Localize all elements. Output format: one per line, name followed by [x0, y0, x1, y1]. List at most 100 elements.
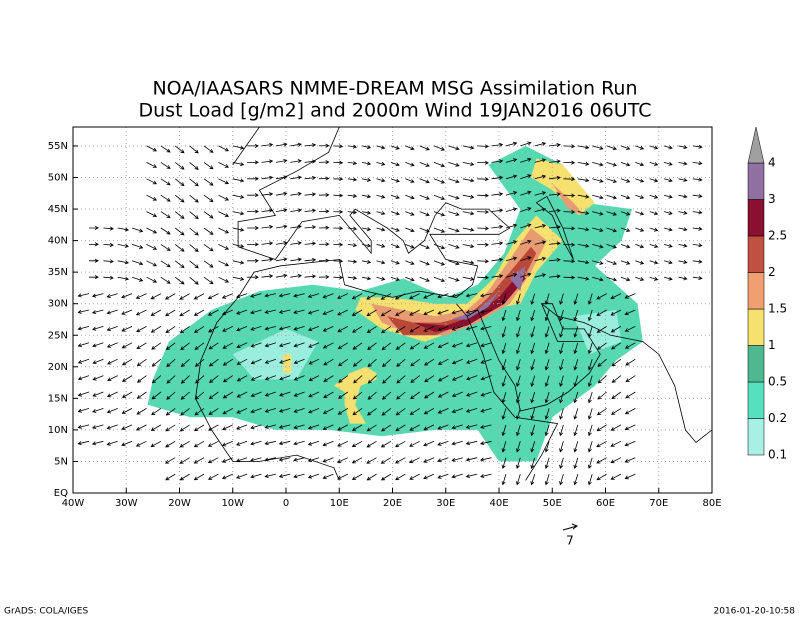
wind-arrow [347, 275, 358, 280]
wind-arrow [77, 309, 90, 314]
wind-arrow [261, 159, 274, 164]
wind-arrow [380, 424, 392, 432]
wind-arrow [423, 408, 435, 415]
wind-arrow [221, 293, 233, 299]
wind-arrow [520, 272, 532, 278]
dust-area [333, 366, 377, 424]
wind-arrow [264, 309, 276, 314]
wind-arrow [180, 358, 190, 368]
wind-arrow [587, 457, 593, 470]
wind-arrow [278, 457, 291, 462]
wind-arrow [250, 375, 262, 381]
wind-arrow [491, 142, 504, 147]
wind-arrow [448, 260, 460, 266]
wind-arrow [692, 177, 703, 182]
lat-label: 10N [48, 425, 68, 436]
wind-arrow [207, 309, 219, 316]
wind-arrow [477, 177, 490, 182]
wind-arrow [437, 457, 449, 463]
wind-arrow [250, 342, 262, 348]
wind-arrow [620, 145, 631, 150]
wind-arrow [382, 358, 392, 368]
wind-arrow [544, 391, 550, 404]
colorbar-label: 1 [768, 338, 776, 352]
wind-arrow [649, 260, 659, 265]
wind-arrow [91, 309, 104, 315]
wind-arrow [338, 358, 349, 367]
wind-arrow [337, 309, 348, 316]
wind-arrow [663, 260, 673, 265]
wind-arrow [448, 276, 460, 282]
wind-arrow [451, 473, 463, 479]
wind-arrow [692, 210, 703, 215]
wind-arrow [236, 424, 248, 430]
wind-arrow [501, 293, 507, 305]
wind-arrow [592, 145, 604, 150]
wind-arrow [405, 178, 415, 183]
wind-arrow [405, 227, 415, 233]
wind-arrow [304, 274, 317, 279]
wind-arrow [293, 293, 305, 298]
wind-arrow [337, 473, 348, 480]
wind-arrow [480, 358, 492, 364]
wind-arrow [351, 309, 363, 316]
wind-arrow [318, 176, 330, 181]
wind-arrow [88, 242, 99, 247]
wind-arrow [189, 211, 199, 220]
wind-arrow [479, 440, 492, 446]
wind-arrow [264, 424, 277, 429]
wind-arrow [520, 239, 532, 245]
wind-arrow [423, 326, 435, 332]
wind-arrow [501, 342, 507, 355]
wind-arrow [635, 211, 645, 216]
wind-arrow [587, 375, 593, 388]
title-line: Dust Load [g/m2] and 2000m Wind 19JAN201… [139, 100, 652, 122]
wind-arrow [390, 244, 400, 249]
wind-arrow [606, 244, 617, 249]
wind-arrow [352, 342, 363, 350]
wind-arrow [451, 424, 463, 430]
wind-arrow [466, 358, 478, 364]
wind-arrow [678, 210, 688, 215]
wind-arrow [480, 391, 492, 397]
wind-arrow [597, 375, 607, 384]
wind-arrow [573, 309, 579, 322]
wind-arrow [423, 309, 435, 316]
wind-arrow [92, 391, 104, 397]
wind-arrow [304, 192, 317, 197]
wind-arrow [573, 359, 579, 371]
wind-arrow [290, 142, 302, 147]
wind-arrow [448, 145, 460, 151]
wind-arrow [151, 391, 162, 400]
wind-arrow [610, 457, 622, 464]
lat-label: 35N [48, 267, 68, 278]
wind-arrow [592, 227, 604, 233]
wind-arrow [624, 424, 636, 431]
wind-arrow [366, 440, 377, 448]
wind-arrow [678, 177, 688, 182]
wind-arrow [222, 342, 233, 349]
wind-arrow [367, 391, 377, 400]
wind-arrow [121, 391, 133, 398]
wind-arrow [409, 293, 420, 300]
wind-arrow [77, 293, 90, 298]
colorbar-swatch [747, 199, 765, 237]
wind-arrow [307, 326, 320, 332]
lon-label: 10W [221, 498, 244, 509]
wind-arrow [462, 194, 475, 199]
lon-label: 70E [649, 498, 668, 509]
lat-label: 50N [48, 173, 68, 184]
wind-arrow [534, 158, 547, 163]
wind-arrow [437, 391, 449, 398]
wind-arrow [146, 227, 158, 234]
wind-arrow [410, 358, 420, 367]
wind-arrow [179, 326, 190, 334]
title-line: NOA/IAASARS NMME-DREAM MSG Assimilation … [152, 78, 637, 100]
wind-arrow [587, 326, 593, 338]
wind-arrow [380, 309, 392, 317]
wind-arrow [610, 342, 622, 350]
lon-label: 60E [596, 498, 615, 509]
wind-arrow [166, 375, 176, 384]
wind-arrow [275, 257, 288, 262]
wind-arrow [88, 225, 99, 230]
